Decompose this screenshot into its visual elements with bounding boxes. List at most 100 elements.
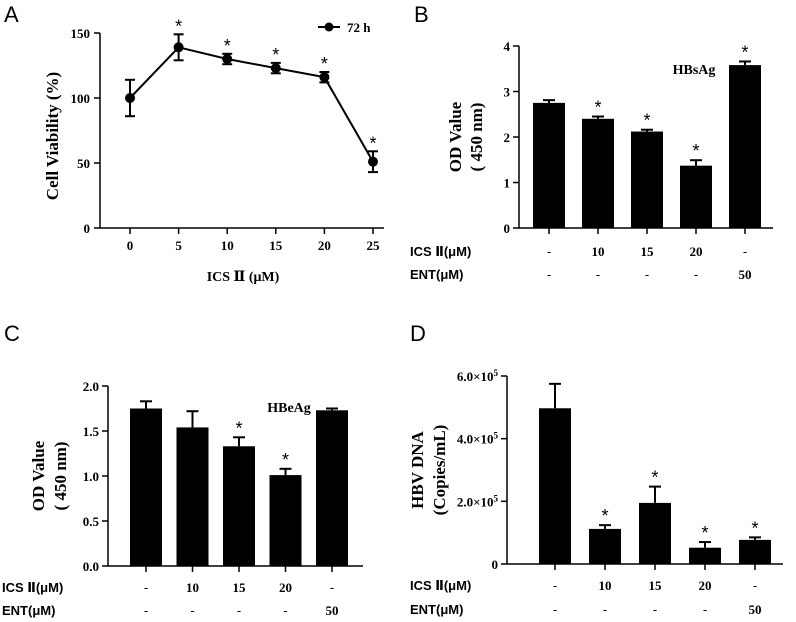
panel-b: B OD Value( 450 nm) 0 1 2 3 4 * * * * HBsAg ICS Ⅱ(μ… [410,2,773,282]
panel-d: D HBV DNA (Copies/mL) 0 2.0×105 4.0×105 6.0×1… [408,321,783,617]
panel-a-x-tick-label: 0 [127,238,134,253]
panel-d-row-value: - [553,578,557,593]
panel-b-significance-marker: * [643,111,650,131]
panel-c-row-value: - [330,580,334,595]
panel-c-row-value: - [237,603,241,618]
panel-d-row-value: - [703,602,707,617]
panel-a-x-tick-label: 25 [367,238,381,253]
panel-d-significance-marker: * [751,518,758,538]
panel-b-row-value: 50 [739,267,752,282]
panel-c-row-value: 20 [279,580,292,595]
panel-label-b: B [414,2,429,27]
panel-d-bar [589,528,621,564]
panel-d-row-value: 10 [599,578,612,593]
panel-d-row-value: 20 [699,578,712,593]
panel-b-row-value: - [547,244,551,259]
panel-a-significance-marker: * [175,16,182,36]
panel-d-y-tick-label: 6.0×105 [457,368,499,384]
panel-b-row-value: 15 [641,244,655,259]
panel-d-bar [739,539,771,564]
panel-d-row-value: 15 [649,578,663,593]
panel-d-y-tick-exponent: 5 [494,493,499,503]
panel-c-significance-marker: * [235,418,242,438]
panel-d-y-tick-label: 4.0×105 [457,431,499,447]
panel-a-series-line [129,46,374,163]
panel-a-y-tick-label: 150 [71,26,91,41]
panel-b-row-value: - [694,267,698,282]
panel-b-bar [582,118,614,228]
panel-c-bar [269,475,302,566]
panel-c-row-value: - [144,603,148,618]
panel-a-y-tick-label: 0 [84,221,91,236]
panel-c-annotation-label: HBeAg [267,401,311,416]
panel-d-y-axis-label-line2: (Copies/mL) [430,425,449,516]
panel-a-significance-marker: * [224,36,231,56]
panel-b-annotation-label: HBsAg [673,63,716,78]
panel-c-y-tick-label: 0.5 [83,514,100,529]
panel-c-bar [223,446,255,566]
panel-a-y-axis-label: Cell Viability (%) [43,72,62,200]
panel-c-y-axis-label-line1: OD Value [29,440,48,511]
panel-b-y-tick-label: 4 [504,39,511,54]
panel-c-row-value: 50 [326,603,339,618]
panel-a-legend: 72 h [318,20,371,35]
panel-c-row-value: - [144,580,148,595]
panel-b-significance-marker: * [594,98,601,118]
panel-d-row-value: - [553,602,557,617]
panel-d-bar [539,408,571,564]
panel-b-bar [631,131,663,228]
panel-b-bar [729,65,761,228]
panel-c-bar [130,408,162,566]
panel-b-row-label: ENT(μM) [410,267,463,282]
panel-a-significance-marker: * [321,54,328,74]
panel-a-x-tick-label: 10 [221,238,234,253]
panel-d-y-axis-label-line1: HBV DNA [408,430,427,508]
panel-c-row-value: 10 [186,580,199,595]
panel-a-significance-marker: * [369,133,376,153]
panel-b-y-axis-label-line2: ( 450 nm) [467,103,486,172]
panel-d-bar [639,502,671,564]
panel-d-row-value: - [603,602,607,617]
panel-b-significance-marker: * [741,42,748,62]
panel-c-bar [316,410,348,566]
panel-c-row-label: ENT(μM) [2,603,55,618]
panel-a-data-point [222,54,233,64]
panel-d-y-tick-label: 2.0×105 [457,493,499,509]
panel-d-significance-marker: * [701,523,708,543]
legend-marker [324,22,334,32]
panel-c-row-value: 15 [233,580,247,595]
panel-b-bar [533,102,565,228]
panel-b-y-tick-label: 2 [504,130,511,145]
panel-a-x-tick-label: 15 [269,238,283,253]
panel-d-row-label: ICS Ⅱ(μM) [410,578,471,593]
panel-b-row-value: 10 [592,244,605,259]
panel-d-significance-marker: * [601,506,608,526]
panel-a-data-point [270,63,281,74]
panel-b-bar [680,165,712,228]
panel-a: A Cell Viability (%) ICS Ⅱ (μM) 72 h 0 5 0… [4,2,384,285]
panel-c-y-axis-label-line2: ( 450 nm) [51,442,70,511]
panel-c-row-label: ICS Ⅱ(μM) [2,580,63,595]
panel-a-data-point [125,93,135,103]
panel-b-row-value: - [596,267,600,282]
panel-b-row-label: ICS Ⅱ(μM) [410,244,471,259]
panel-d-y-tick-exponent: 5 [494,368,499,378]
panel-b-row-value: - [645,267,649,282]
panel-d-row-label: ENT(μM) [410,602,463,617]
panel-b-y-axis-label-line1: OD Value [446,101,465,172]
panel-a-x-axis-label: ICS Ⅱ (μM) [207,270,280,285]
panel-d-bar [689,547,721,564]
legend-label-72h: 72 h [347,20,371,35]
panel-c-y-tick-label: 1.0 [83,469,99,484]
panel-d-y-tick-label: 0 [492,557,499,572]
panel-label-a: A [4,2,19,27]
panel-b-row-value: 20 [690,244,703,259]
panel-b-row-value: - [547,267,551,282]
panel-a-significance-marker: * [272,45,279,65]
panel-c-y-tick-label: 1.5 [83,424,100,439]
panel-d-row-value: - [753,578,757,593]
panel-d-significance-marker: * [651,468,658,488]
panel-a-data-point [368,156,378,167]
panel-a-x-tick-label: 5 [175,238,182,253]
